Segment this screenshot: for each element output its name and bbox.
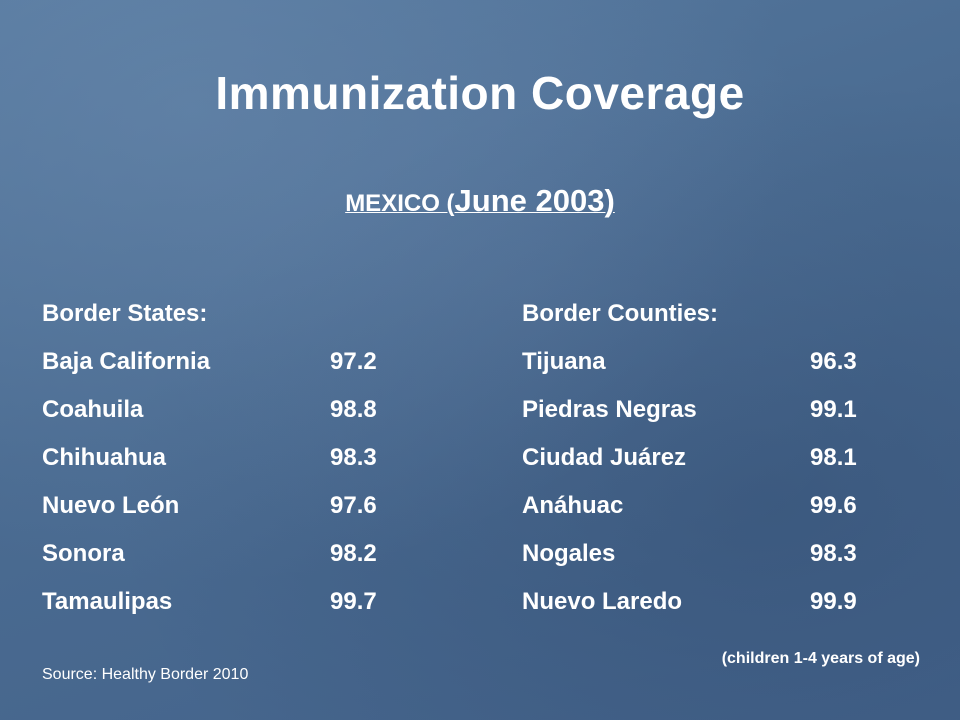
border-counties-heading: Border Counties: bbox=[522, 300, 719, 327]
slide-subtitle: MEXICO (June 2003) bbox=[0, 183, 960, 219]
state-name: Nuevo León bbox=[42, 492, 180, 519]
state-name: Coahuila bbox=[42, 396, 144, 423]
county-name: Anáhuac bbox=[522, 492, 624, 519]
border-states-heading: Border States: bbox=[42, 300, 208, 327]
state-value: 99.7 bbox=[330, 588, 377, 615]
county-value: 99.6 bbox=[810, 492, 857, 519]
state-value: 98.8 bbox=[330, 396, 377, 423]
county-value: 99.9 bbox=[810, 588, 857, 615]
county-value: 99.1 bbox=[810, 396, 857, 423]
county-name: Piedras Negras bbox=[522, 396, 697, 423]
county-value: 98.3 bbox=[810, 540, 857, 567]
state-value: 97.2 bbox=[330, 348, 377, 375]
county-value: 98.1 bbox=[810, 444, 857, 471]
state-name: Baja California bbox=[42, 348, 211, 375]
source-citation: Source: Healthy Border 2010 bbox=[42, 666, 249, 683]
state-name: Tamaulipas bbox=[42, 588, 173, 615]
subtitle-country: MEXICO ( bbox=[345, 190, 455, 217]
state-value: 98.3 bbox=[330, 444, 377, 471]
state-name: Sonora bbox=[42, 540, 125, 567]
county-value: 96.3 bbox=[810, 348, 857, 375]
county-name: Nuevo Laredo bbox=[522, 588, 683, 615]
subtitle-date: June 2003) bbox=[454, 183, 615, 218]
state-name: Chihuahua bbox=[42, 444, 166, 471]
state-value: 98.2 bbox=[330, 540, 377, 567]
state-value: 97.6 bbox=[330, 492, 377, 519]
county-name: Ciudad Juárez bbox=[522, 444, 687, 471]
age-note: (children 1-4 years of age) bbox=[721, 650, 920, 667]
county-name: Nogales bbox=[522, 540, 616, 567]
slide-title: Immunization Coverage bbox=[215, 67, 745, 119]
county-name: Tijuana bbox=[522, 348, 606, 375]
